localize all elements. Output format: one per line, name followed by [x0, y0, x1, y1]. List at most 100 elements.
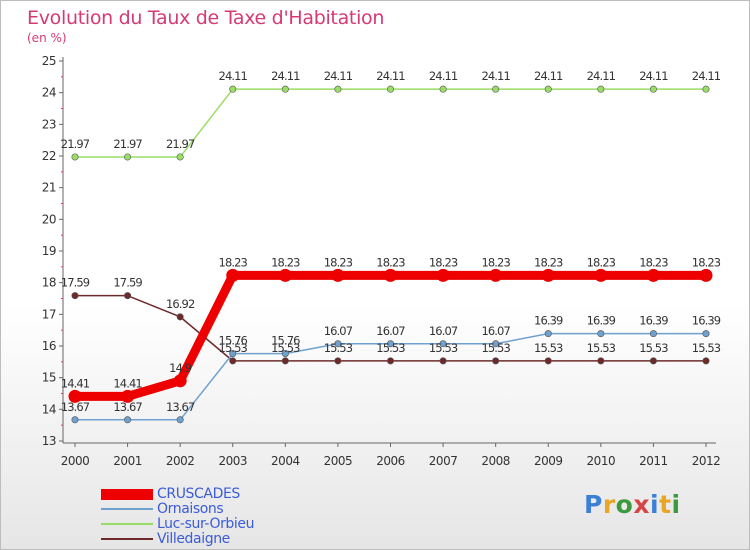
data-label-cruscades: 18.23: [219, 255, 248, 269]
x-tick-label: 2006: [376, 454, 405, 468]
legend-swatch: [101, 538, 153, 540]
data-label-luc-sur-orbieu: 24.11: [534, 69, 563, 83]
data-label-luc-sur-orbieu: 24.11: [429, 69, 458, 83]
chart-title: Evolution du Taux de Taxe d'Habitation: [27, 7, 385, 29]
x-tick-label: 2004: [271, 454, 300, 468]
x-tick-label: 2010: [587, 454, 616, 468]
data-point-cruscades: [699, 268, 713, 282]
y-tick-label: 16: [42, 339, 56, 353]
data-point-cruscades: [68, 389, 82, 403]
data-label-luc-sur-orbieu: 24.11: [587, 69, 616, 83]
logo-letter: t: [659, 490, 672, 519]
data-point-ornaisons: [176, 416, 184, 424]
data-point-luc-sur-orbieu: [492, 85, 500, 93]
y-tick-label: 14: [42, 402, 56, 416]
data-point-ornaisons: [439, 340, 447, 348]
data-point-villedaigne: [334, 357, 342, 365]
y-tick-label: 24: [42, 86, 56, 100]
data-point-cruscades: [489, 268, 503, 282]
data-label-villedaigne: 15.53: [429, 341, 458, 355]
data-label-villedaigne: 15.53: [639, 341, 668, 355]
data-label-cruscades: 14.41: [61, 376, 90, 390]
data-label-ornaisons: 13.67: [113, 400, 142, 414]
data-label-cruscades: 18.23: [481, 255, 510, 269]
y-tick-label: 22: [42, 149, 56, 163]
data-label-villedaigne: 15.53: [219, 341, 248, 355]
data-point-villedaigne: [71, 292, 79, 300]
data-point-cruscades: [173, 374, 187, 388]
data-label-cruscades: 14.41: [113, 376, 142, 390]
data-point-cruscades: [541, 268, 555, 282]
data-point-luc-sur-orbieu: [702, 85, 710, 93]
data-label-villedaigne: 15.53: [692, 341, 721, 355]
data-label-villedaigne: 15.53: [324, 341, 353, 355]
x-tick-label: 2005: [324, 454, 353, 468]
data-point-villedaigne: [229, 357, 237, 365]
logo-letter: i: [650, 490, 660, 519]
data-point-luc-sur-orbieu: [229, 85, 237, 93]
data-label-ornaisons: 13.67: [166, 400, 195, 414]
data-label-villedaigne: 17.59: [61, 276, 90, 290]
x-tick-label: 2002: [166, 454, 195, 468]
data-label-ornaisons: 13.67: [61, 400, 90, 414]
data-label-cruscades: 18.23: [429, 255, 458, 269]
data-label-ornaisons: 16.39: [534, 314, 563, 328]
data-label-cruscades: 14.9: [169, 361, 192, 375]
data-point-ornaisons: [597, 330, 605, 338]
data-label-villedaigne: 15.53: [481, 341, 510, 355]
data-point-luc-sur-orbieu: [176, 153, 184, 161]
legend-swatch: [101, 508, 153, 510]
data-label-villedaigne: 16.92: [166, 297, 195, 311]
data-label-luc-sur-orbieu: 24.11: [639, 69, 668, 83]
data-label-ornaisons: 16.07: [324, 324, 353, 338]
data-point-cruscades: [331, 268, 345, 282]
data-point-luc-sur-orbieu: [71, 153, 79, 161]
y-axis-unit: (en %): [27, 31, 67, 45]
data-point-luc-sur-orbieu: [124, 153, 132, 161]
legend-label: Luc-sur-Orbieu: [157, 516, 255, 532]
data-label-ornaisons: 16.39: [639, 314, 668, 328]
data-label-luc-sur-orbieu: 21.97: [113, 137, 142, 151]
data-label-ornaisons: 16.39: [587, 314, 616, 328]
y-tick-label: 21: [42, 181, 56, 195]
data-label-luc-sur-orbieu: 24.11: [376, 69, 405, 83]
data-label-ornaisons: 15.76: [219, 334, 248, 348]
data-label-cruscades: 18.23: [587, 255, 616, 269]
data-point-luc-sur-orbieu: [281, 85, 289, 93]
y-tick-label: 25: [42, 54, 56, 68]
data-label-luc-sur-orbieu: 21.97: [61, 137, 90, 151]
logo-letter: i: [671, 490, 681, 519]
data-label-luc-sur-orbieu: 24.11: [481, 69, 510, 83]
data-point-cruscades: [436, 268, 450, 282]
data-point-villedaigne: [597, 357, 605, 365]
y-tick-label: 23: [42, 117, 56, 131]
data-point-villedaigne: [492, 357, 500, 365]
data-label-cruscades: 18.23: [534, 255, 563, 269]
logo-letter: x: [633, 490, 650, 519]
data-point-luc-sur-orbieu: [649, 85, 657, 93]
data-point-ornaisons: [702, 330, 710, 338]
x-tick-label: 2007: [429, 454, 458, 468]
legend-label: Ornaisons: [157, 501, 224, 517]
data-label-luc-sur-orbieu: 24.11: [692, 69, 721, 83]
data-label-cruscades: 18.23: [271, 255, 300, 269]
data-label-luc-sur-orbieu: 24.11: [324, 69, 353, 83]
data-label-cruscades: 18.23: [639, 255, 668, 269]
data-point-luc-sur-orbieu: [439, 85, 447, 93]
data-point-cruscades: [278, 268, 292, 282]
logo-letter: o: [615, 490, 634, 519]
x-tick-label: 2008: [481, 454, 510, 468]
data-point-luc-sur-orbieu: [334, 85, 342, 93]
logo-letter: P: [584, 490, 603, 519]
data-label-cruscades: 18.23: [324, 255, 353, 269]
data-label-cruscades: 18.23: [692, 255, 721, 269]
data-point-ornaisons: [71, 416, 79, 424]
data-point-ornaisons: [334, 340, 342, 348]
data-point-cruscades: [646, 268, 660, 282]
y-tick-label: 18: [42, 276, 56, 290]
data-point-ornaisons: [229, 350, 237, 358]
data-point-cruscades: [121, 389, 135, 403]
data-point-ornaisons: [281, 350, 289, 358]
data-point-villedaigne: [176, 313, 184, 321]
